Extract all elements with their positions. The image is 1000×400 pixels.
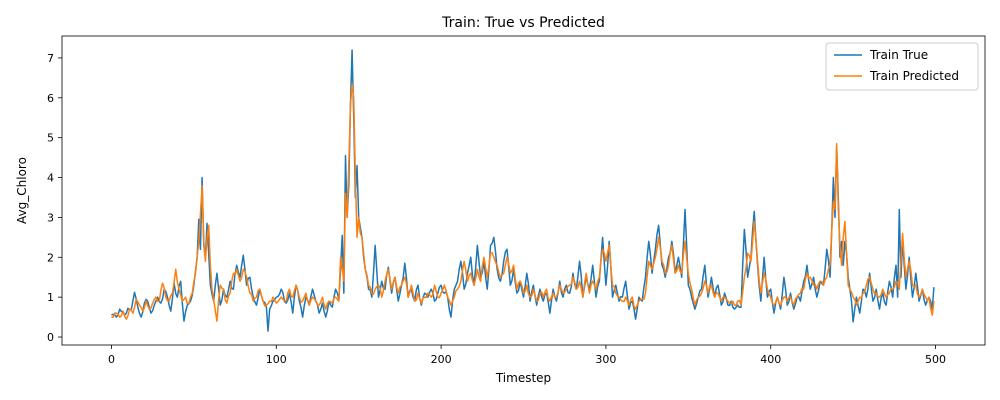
plot-frame <box>61 35 986 346</box>
legend-label: Train True <box>869 48 928 62</box>
legend-label: Train Predicted <box>869 69 959 83</box>
x-tick-label: 500 <box>925 353 946 366</box>
x-tick-label: 400 <box>760 353 781 366</box>
plot-area <box>111 49 935 332</box>
y-tick-label: 1 <box>47 291 54 304</box>
series-line-train-predicted <box>111 83 935 322</box>
y-tick-label: 0 <box>47 331 54 344</box>
y-tick-label: 6 <box>47 92 54 105</box>
x-tick-label: 100 <box>266 353 287 366</box>
legend-box <box>825 42 979 91</box>
x-axis: 0 100 200 300 400 500 <box>108 345 946 366</box>
x-tick-label: 300 <box>595 353 616 366</box>
chart-title: Train: True vs Predicted <box>441 15 605 31</box>
y-tick-label: 7 <box>47 52 54 65</box>
y-axis-label: Avg_Chloro <box>15 157 29 224</box>
x-tick-label: 200 <box>431 353 452 366</box>
legend: Train True Train Predicted <box>825 42 979 91</box>
y-tick-label: 4 <box>47 172 54 185</box>
y-tick-label: 3 <box>47 211 54 224</box>
y-tick-label: 5 <box>47 132 54 145</box>
x-tick-label: 0 <box>108 353 115 366</box>
y-tick-label: 2 <box>47 251 54 264</box>
y-axis: 0 1 2 3 4 5 6 7 <box>47 52 62 344</box>
x-axis-label: Timestep <box>495 371 551 385</box>
